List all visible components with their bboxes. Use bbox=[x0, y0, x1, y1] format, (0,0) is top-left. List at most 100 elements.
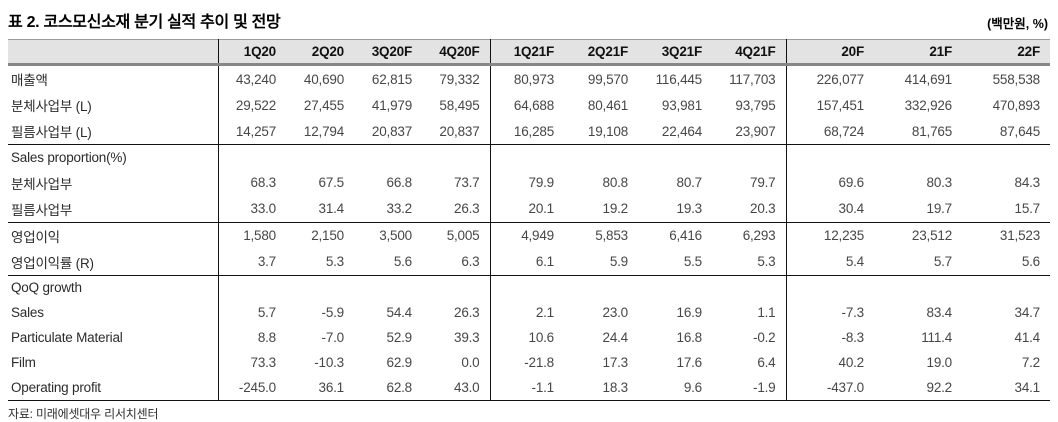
cell-value: 3,500 bbox=[379, 228, 412, 243]
cell-value: 0.0 bbox=[422, 350, 491, 375]
cell-value: 5.5 bbox=[638, 248, 712, 276]
cell-value: 66.8 bbox=[386, 175, 413, 190]
cell-value bbox=[218, 145, 286, 170]
cell-value: 6,416 bbox=[669, 228, 702, 243]
cell-value: 157,451 bbox=[816, 97, 865, 113]
cell-value: 17.6 bbox=[676, 355, 703, 370]
cell-value: 6,293 bbox=[712, 222, 787, 249]
cell-value: -8.3 bbox=[841, 330, 865, 345]
cell-value: 19,108 bbox=[564, 118, 638, 145]
cell-value: 79,332 bbox=[422, 64, 491, 92]
row-label: Sales proportion(%) bbox=[8, 144, 219, 170]
cell-value bbox=[218, 275, 286, 300]
cell-value: 16,285 bbox=[490, 118, 564, 145]
cell-value: 40.2 bbox=[838, 355, 865, 370]
cell-value: 5,005 bbox=[422, 222, 491, 249]
cell-value: 43,240 bbox=[235, 71, 276, 87]
cell-value: 24.4 bbox=[602, 330, 629, 345]
table-row: Operating profit -245.0 36.1 62.8 43.0 -1.1 18… bbox=[8, 375, 1050, 401]
cell-value: -1.1 bbox=[490, 375, 564, 401]
cell-value: 20,837 bbox=[354, 118, 422, 145]
cell-value: 58,495 bbox=[422, 92, 491, 118]
row-label: 분체사업부 (L) bbox=[8, 92, 219, 118]
cell-value bbox=[786, 275, 874, 300]
row-label: Particulate Material bbox=[8, 325, 219, 350]
cell-value: 93,981 bbox=[661, 97, 702, 113]
cell-value: 29,522 bbox=[235, 97, 276, 113]
cell-value bbox=[422, 144, 491, 170]
cell-value: 5.3 bbox=[712, 248, 787, 276]
cell-value: 26.3 bbox=[422, 300, 491, 325]
row-label: Sales bbox=[8, 300, 219, 325]
column-header-2q20: 2Q20 bbox=[286, 39, 354, 66]
cell-value: 54.4 bbox=[386, 305, 413, 320]
cell-value: 30.4 bbox=[786, 195, 874, 223]
column-header-20f: 20F bbox=[786, 39, 874, 66]
title-row: 표 2. 코스모신소재 분기 실적 추이 및 전망 (백만원, %) bbox=[8, 8, 1050, 32]
column-header-2q21f: 2Q21F bbox=[564, 39, 638, 66]
cell-value: 20.1 bbox=[490, 195, 564, 223]
cell-value: 226,077 bbox=[816, 71, 865, 87]
cell-value: 34.7 bbox=[1014, 305, 1041, 320]
cell-value: 9.6 bbox=[638, 375, 712, 401]
cell-value bbox=[354, 145, 422, 170]
cell-value: 19.7 bbox=[874, 195, 962, 223]
cell-value: 2,150 bbox=[311, 228, 344, 243]
cell-value: 80,461 bbox=[587, 97, 628, 113]
cell-value: 6.1 bbox=[490, 248, 564, 276]
column-header-4q21f: 4Q21F bbox=[712, 39, 787, 66]
cell-value: 5.7 bbox=[874, 248, 962, 276]
cell-value: 67.5 bbox=[318, 175, 345, 190]
cell-value bbox=[874, 145, 962, 170]
row-label: 필름사업부 bbox=[8, 195, 219, 223]
table-row: Sales 5.7 -5.9 54.4 26.3 2.1 23.0 16.9 1.1 -7.3 83… bbox=[8, 300, 1050, 325]
cell-value: 1.1 bbox=[712, 300, 787, 325]
cell-value: 2.1 bbox=[535, 305, 554, 320]
cell-value: 558,538 bbox=[992, 71, 1041, 87]
cell-value: 111.4 bbox=[921, 330, 952, 345]
table-row: 영업이익률 (R) 3.7 5.3 5.6 6.3 6.1 5.9 5.5 5.3 5.4 5.7 5… bbox=[8, 248, 1050, 276]
cell-value bbox=[422, 275, 491, 300]
cell-value: 18.3 bbox=[564, 375, 638, 401]
cell-value: 99,570 bbox=[587, 71, 628, 87]
cell-value bbox=[962, 145, 1050, 170]
table-title: 표 2. 코스모신소재 분기 실적 추이 및 전망 bbox=[8, 14, 281, 31]
table-row: 분체사업부 68.3 67.5 66.8 73.7 79.9 80.8 80.7 79.7 69.… bbox=[8, 169, 1050, 196]
cell-value: 79.7 bbox=[712, 169, 787, 196]
row-label: Film bbox=[8, 350, 219, 375]
cell-value: 19.2 bbox=[564, 195, 638, 223]
cell-value: 84.3 bbox=[1014, 175, 1041, 190]
cell-value: 81,765 bbox=[874, 118, 962, 145]
cell-value bbox=[286, 145, 354, 170]
row-label: QoQ growth bbox=[8, 275, 219, 300]
cell-value: 93,795 bbox=[712, 92, 787, 118]
cell-value: 33.0 bbox=[218, 195, 286, 223]
cell-value: 23,512 bbox=[911, 228, 952, 243]
cell-value bbox=[874, 275, 962, 300]
cell-value: 22,464 bbox=[638, 118, 712, 145]
cell-value: 16.9 bbox=[676, 305, 703, 320]
header-row: 1Q20 2Q20 3Q20F 4Q20F 1Q21F 2Q21F 3Q21F … bbox=[8, 39, 1050, 66]
cell-value: 10.6 bbox=[528, 330, 555, 345]
cell-value: 5,853 bbox=[595, 228, 628, 243]
cell-value bbox=[712, 275, 787, 300]
cell-value bbox=[286, 275, 354, 300]
cell-value: -437.0 bbox=[786, 375, 874, 401]
cell-value: -10.3 bbox=[314, 355, 344, 370]
cell-value: 23.0 bbox=[602, 305, 629, 320]
cell-value: 92.2 bbox=[874, 375, 962, 401]
column-header-22f: 22F bbox=[962, 39, 1050, 66]
cell-value: 34.1 bbox=[962, 375, 1050, 401]
cell-value: 6.3 bbox=[422, 248, 491, 276]
row-label: Operating profit bbox=[8, 375, 219, 401]
cell-value bbox=[786, 145, 874, 170]
row-label: 분체사업부 bbox=[8, 169, 219, 196]
cell-value: -21.8 bbox=[524, 355, 554, 370]
cell-value: 40,690 bbox=[303, 71, 344, 87]
cell-value: 62,815 bbox=[371, 71, 412, 87]
table-row: 분체사업부 (L) 29,522 27,455 41,979 58,495 64,688 8… bbox=[8, 92, 1050, 118]
cell-value: 5.6 bbox=[354, 248, 422, 276]
cell-value: 19.0 bbox=[926, 355, 953, 370]
cell-value: 14,257 bbox=[218, 118, 286, 145]
